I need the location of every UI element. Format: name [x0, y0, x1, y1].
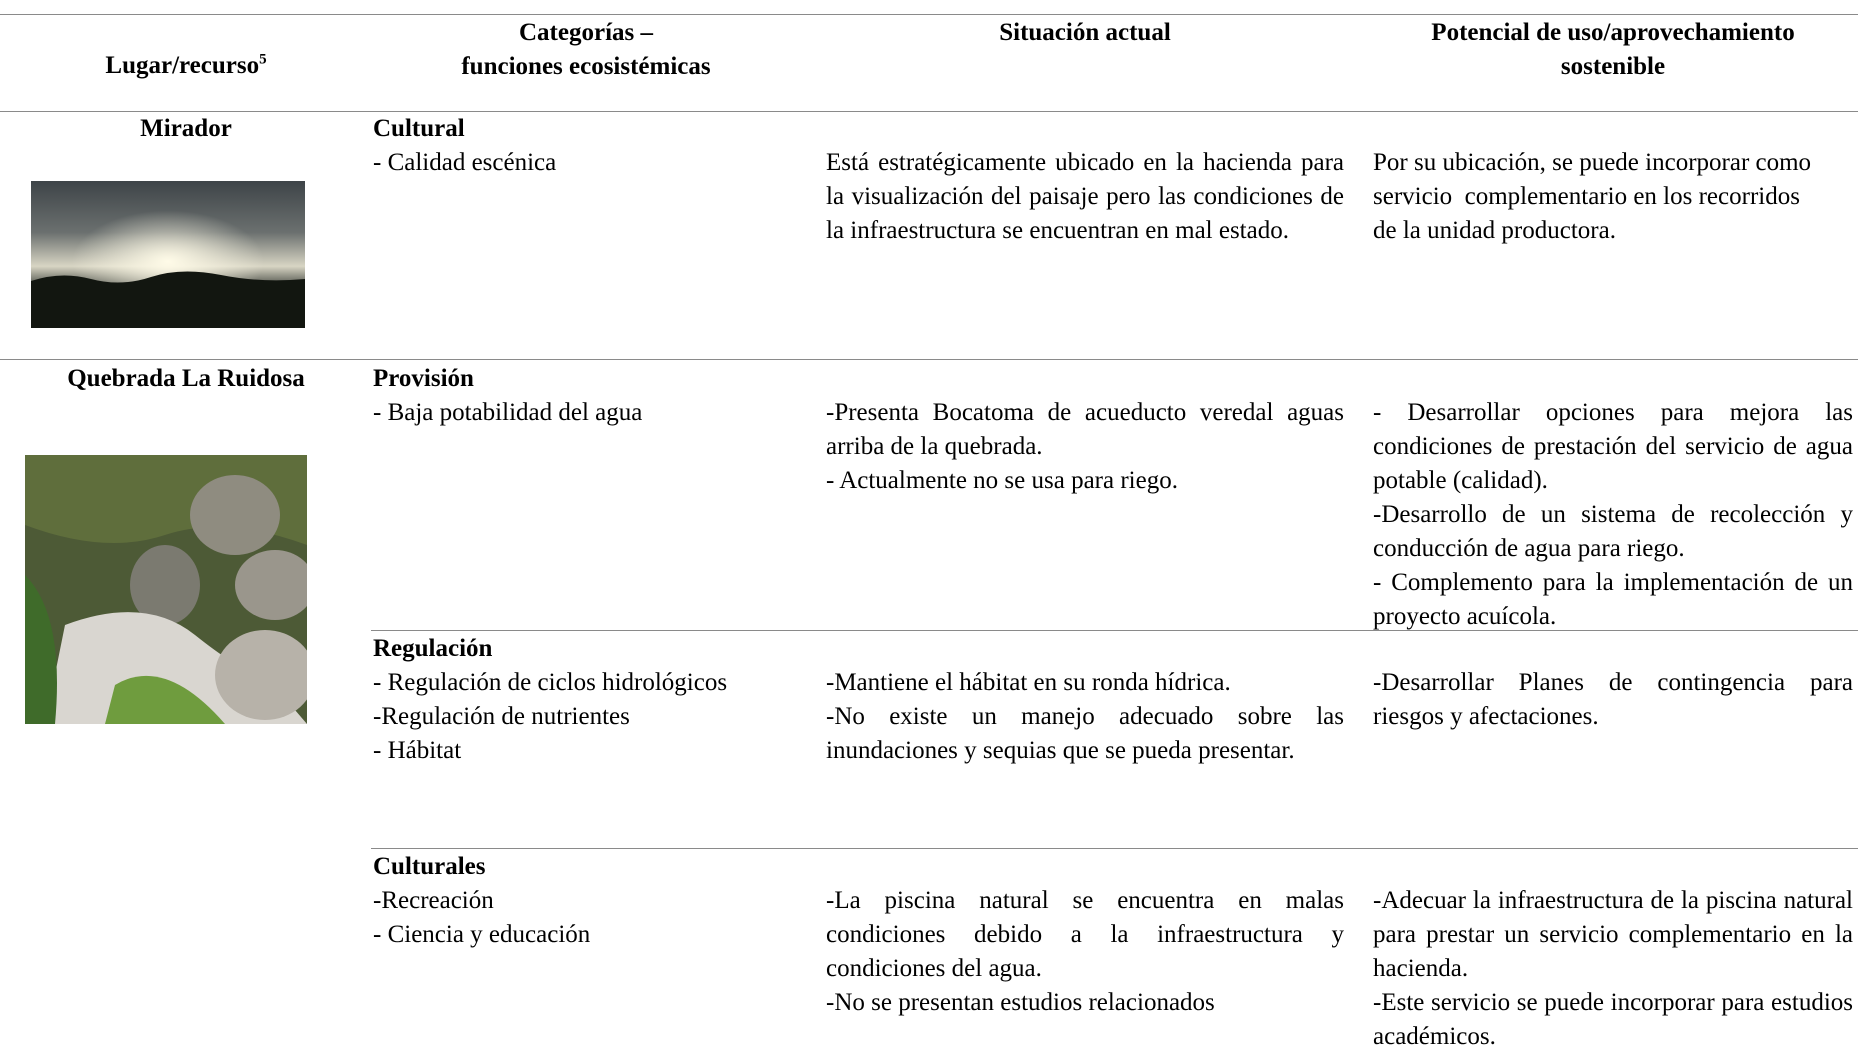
potential-text: -Desarrollo de un sistema de recolección…	[1373, 501, 1853, 562]
header-category: Categorías –	[519, 19, 653, 46]
potential-text: - Complemento para la implementación de …	[1373, 569, 1853, 630]
rule	[0, 111, 1858, 112]
category: Regulación	[373, 635, 493, 662]
category: Cultural	[373, 115, 465, 142]
situation-text: -No existe un manejo adecuado sobre las …	[826, 703, 1344, 764]
function-item: -Regulación de nutrientes	[373, 703, 630, 730]
situation: Está estratégicamente ubicado en la haci…	[826, 146, 1344, 248]
header-situation: Situación actual	[999, 19, 1171, 46]
situation: -Presenta Bocatoma de acueducto veredal …	[826, 396, 1344, 498]
header-potential: Potencial de uso/aprovechamiento	[1431, 19, 1795, 46]
rule	[371, 630, 1858, 631]
mirador-photo	[31, 181, 305, 328]
situation-text: -Mantiene el hábitat en su ronda hídrica…	[826, 669, 1231, 696]
potential-text: -Adecuar la infraestructura de la piscin…	[1373, 887, 1853, 982]
header-category: funciones ecosistémicas	[461, 53, 711, 80]
function-item: -Recreación	[373, 887, 494, 914]
quebrada-photo	[25, 455, 307, 724]
place: Quebrada La Ruidosa	[67, 365, 305, 392]
function-item: - Baja potabilidad del agua	[373, 399, 643, 426]
rule	[0, 14, 1858, 15]
header-place: Lugar/recurso5	[0, 49, 372, 83]
header-text: Lugar/recurso	[105, 52, 260, 79]
potential: -Adecuar la infraestructura de la piscin…	[1373, 884, 1853, 1054]
header-potential: sostenible	[1560, 53, 1666, 80]
rule	[0, 359, 1858, 360]
potential: -Desarrollar Planes de contingencia para…	[1373, 666, 1853, 734]
function-item: - Hábitat	[373, 737, 462, 764]
situation-text: -No se presentan estudios relacionados	[826, 989, 1215, 1016]
function-item: - Ciencia y educación	[373, 921, 591, 948]
situation-text: Está estratégicamente ubicado en la haci…	[826, 149, 1344, 244]
rule	[371, 848, 1858, 849]
situation: -La piscina natural se encuentra en mala…	[826, 884, 1344, 1020]
category: Provisión	[373, 365, 474, 392]
situation-text: -La piscina natural se encuentra en mala…	[826, 887, 1344, 982]
place: Mirador	[140, 115, 232, 142]
potential-text: -Este servicio se puede incorporar para …	[1373, 989, 1853, 1050]
potential-text: - Desarrollar opciones para mejora las c…	[1373, 399, 1853, 494]
function-item: - Regulación de ciclos hidrológicos	[373, 669, 728, 696]
potential-text: Por su ubicación, se puede incorporar co…	[1373, 149, 1818, 244]
situation-text: - Actualmente no se usa para riego.	[826, 467, 1178, 494]
situation: -Mantiene el hábitat en su ronda hídrica…	[826, 666, 1344, 768]
potential: - Desarrollar opciones para mejora las c…	[1373, 396, 1853, 634]
category: Culturales	[373, 853, 486, 880]
function-item: - Calidad escénica	[373, 149, 557, 176]
potential: Por su ubicación, se puede incorporar co…	[1373, 146, 1823, 248]
footnote: 5	[259, 51, 267, 68]
potential-text: -Desarrollar Planes de contingencia para…	[1373, 669, 1853, 730]
situation-text: -Presenta Bocatoma de acueducto veredal …	[826, 399, 1344, 460]
